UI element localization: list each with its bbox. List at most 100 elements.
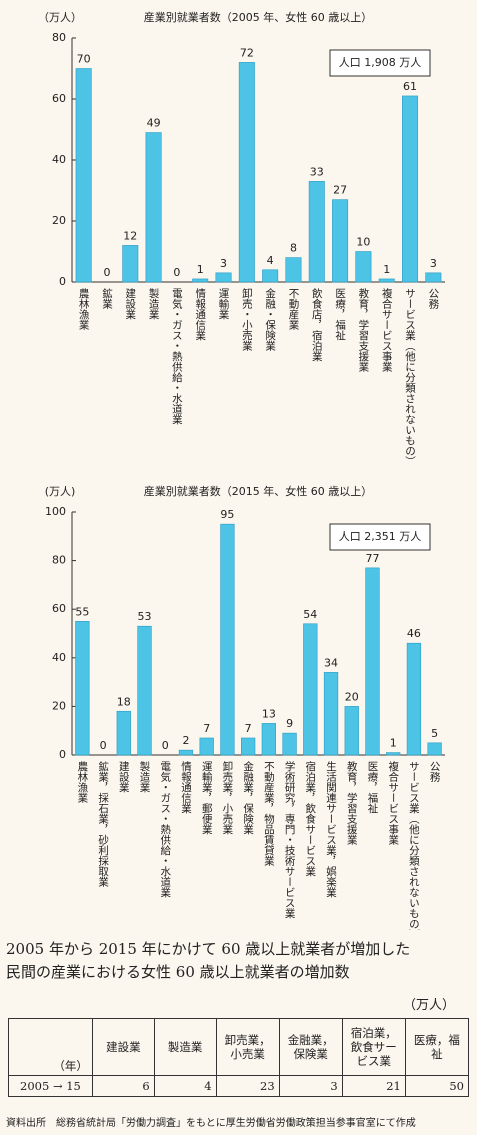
- cell: 3: [278, 1075, 343, 1097]
- y-axis-label: （万人）: [38, 11, 82, 24]
- y-tick-label: 20: [52, 214, 66, 227]
- value-label: 72: [240, 46, 254, 59]
- x-tick-label: 宿泊業，飲食サービス業: [304, 760, 316, 877]
- bar: [344, 706, 359, 756]
- x-tick-label: 電気・ガス・熱供給・水道業: [159, 761, 171, 898]
- annotation-box: [329, 523, 431, 551]
- chart-title: 産業別就業者数（2005 年、女性 60 歳以上）: [144, 10, 372, 24]
- value-label: 12: [123, 229, 137, 242]
- bar: [427, 742, 442, 756]
- y-tick-label: 60: [52, 602, 66, 615]
- value-label: 3: [430, 257, 437, 270]
- value-label: 7: [245, 722, 252, 735]
- cell: 21: [341, 1075, 406, 1097]
- y-tick-label: 40: [52, 153, 66, 166]
- source-note: 資料出所 総務省統計局「労働力調査」をもとに厚生労働省労働政策担当参事官室にて作…: [6, 1118, 416, 1129]
- caption: 2005 年から 2015 年にかけて 60 歳以上就業者が増加した 民間の産業…: [6, 938, 410, 984]
- x-tick-label: サービス業（他に分類されないもの）: [408, 761, 420, 930]
- x-tick-label: 医療，福祉: [366, 761, 378, 814]
- cell: 50: [404, 1075, 470, 1097]
- bar: [122, 245, 139, 283]
- charts: （万人） 産業別就業者数（2005 年、女性 60 歳以上） 人口 1,908 万人…: [38, 10, 445, 940]
- value-label: 27: [333, 184, 347, 197]
- y-tick-label: 0: [59, 748, 66, 761]
- row-label: 2005 → 15: [8, 1075, 93, 1097]
- value-label: 13: [262, 707, 276, 720]
- annotation: 人口 2,351 万人: [339, 530, 421, 543]
- value-label: 10: [356, 236, 370, 249]
- value-label: 1: [390, 737, 397, 750]
- annotation: 人口 1,908 万人: [339, 56, 421, 69]
- value-label: 5: [431, 727, 438, 740]
- bar: [145, 132, 162, 283]
- bar: [116, 710, 131, 756]
- bar: [332, 199, 349, 283]
- x-tick-label: 製造業: [148, 287, 160, 320]
- corner-cell: （年）: [8, 1018, 93, 1076]
- x-tick-label: 不動産業，物品賃貸業: [263, 761, 275, 867]
- value-label: 95: [220, 508, 234, 521]
- x-tick-label: 鉱業，採石業，砂利採取業: [97, 760, 109, 888]
- value-label: 8: [290, 242, 297, 255]
- bar: [355, 251, 372, 283]
- bar: [285, 257, 302, 283]
- x-tick-label: 卸売業，小売業: [221, 760, 233, 835]
- x-tick-label: 情報通信業: [180, 760, 192, 814]
- x-tick-label: 建設業: [118, 760, 130, 793]
- x-tick-label: 公務: [427, 288, 439, 310]
- x-tick-label: 卸売・小売業: [241, 287, 253, 352]
- x-tick-label: 複合サービス事業: [387, 760, 399, 846]
- value-label: 1: [197, 263, 204, 276]
- bar: [282, 732, 297, 756]
- bar: [75, 68, 92, 283]
- value-label: 0: [100, 739, 107, 752]
- bar: [308, 181, 325, 283]
- x-tick-label: サービス業（他に分類されないもの）: [404, 288, 416, 467]
- x-tick-label: 不動産業: [287, 288, 299, 331]
- header-row: （年） 建設業 製造業 卸売業，小売業 金融業，保険業 宿泊業，飲食サービス業 …: [8, 1018, 470, 1076]
- y-tick-label: 100: [45, 505, 66, 518]
- x-tick-label: 情報通信業: [194, 287, 206, 341]
- bar: [261, 723, 276, 756]
- value-label: 7: [203, 722, 210, 735]
- value-label: 54: [303, 608, 317, 621]
- value-label: 49: [147, 117, 161, 130]
- value-label: 53: [138, 610, 152, 623]
- x-tick-label: 医療，福祉: [334, 288, 346, 341]
- value-label: 9: [286, 717, 293, 730]
- value-label: 61: [403, 80, 417, 93]
- column-header: 金融業，保険業: [278, 1018, 343, 1076]
- column-header: 卸売業，小売業: [215, 1018, 280, 1076]
- x-tick-label: 教育，学習支援業: [357, 287, 369, 373]
- x-tick-label: 運輸業: [218, 288, 230, 320]
- bar: [425, 272, 442, 283]
- value-label: 46: [407, 627, 421, 640]
- bar: [178, 749, 194, 756]
- value-label: 4: [267, 254, 274, 267]
- cell: 6: [91, 1075, 155, 1097]
- bar: [220, 523, 235, 756]
- bar: [386, 752, 401, 756]
- y-tick-label: 40: [52, 651, 66, 664]
- y-tick-label: 0: [59, 275, 66, 288]
- y-tick-label: 80: [52, 554, 66, 567]
- x-tick-label: 公務: [429, 761, 441, 783]
- x-tick-label: 教育，学習支援業: [346, 760, 358, 846]
- bar: [199, 737, 214, 756]
- x-tick-label: 農林漁業: [76, 760, 88, 804]
- cell: 4: [153, 1075, 217, 1097]
- x-tick-label: 建設業: [124, 287, 136, 320]
- value-label: 70: [77, 53, 91, 66]
- bar: [402, 95, 419, 283]
- x-tick-label: 学術研究，専門・技術サービス業: [284, 760, 296, 919]
- y-tick-label: 20: [52, 699, 66, 712]
- x-tick-label: 飲食店，宿泊業: [311, 287, 323, 362]
- value-label: 34: [324, 656, 338, 669]
- x-tick-label: 生活関連サービス業，娯楽業: [325, 760, 337, 898]
- column-header: 建設業: [91, 1018, 155, 1076]
- bar: [323, 672, 339, 756]
- caption-line: 2005 年から 2015 年にかけて 60 歳以上就業者が増加した: [6, 940, 411, 958]
- y-axis-label: (万人): [45, 485, 76, 498]
- x-tick-label: 鉱業: [101, 287, 113, 310]
